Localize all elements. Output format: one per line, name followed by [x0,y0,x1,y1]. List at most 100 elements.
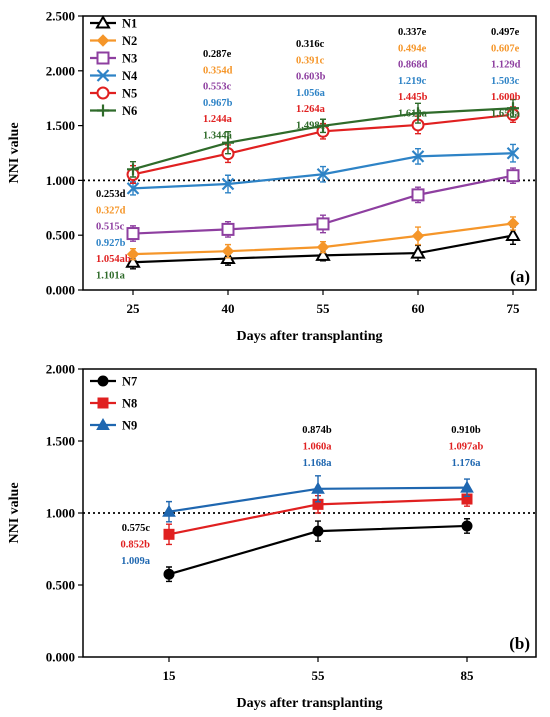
data-point [506,169,520,183]
y-tick-label: 0.500 [46,578,75,593]
series-n7 [163,518,473,583]
annotation-label: 1.129d [491,60,521,71]
data-point [316,217,330,231]
series-n5 [126,106,520,184]
annotation-label: 1.613a [398,109,428,120]
annotation-label: 1.056a [296,88,326,99]
x-tick-label: 85 [461,668,475,683]
data-point [222,136,234,149]
annotation-label: 0.253d [96,189,126,200]
annotation-label: 0.603b [296,72,326,83]
annotation-label: 0.337e [398,27,427,38]
data-point [221,244,235,258]
data-point [412,107,424,120]
annotation-label: 1.503c [491,76,520,87]
legend-marker [95,14,111,29]
y-tick-label: 1.000 [46,506,75,521]
data-point [316,167,330,181]
data-point [127,163,139,176]
legend-marker [97,104,109,117]
x-tick-label: 60 [412,301,425,316]
data-point [125,254,141,268]
data-point [312,525,324,537]
annotation-label: 0.391c [296,55,325,66]
annotation-label: 1.168a [303,458,333,469]
data-point [505,227,521,242]
annotation-label: 0.494e [398,43,427,54]
legend-marker [96,69,110,82]
panel-label: (b) [509,634,530,653]
annotation-label: 0.287e [203,49,232,60]
legend-marker [96,86,110,100]
plot-frame [82,15,537,291]
y-tick-label: 1.500 [46,434,75,449]
legend-label: N6 [122,104,137,118]
chart-panel-b: 0.000 0.500 1.000 1.500 2.000 15 55 85 Days afte… [7,362,537,711]
y-tick-label: 0.000 [46,283,75,298]
series-n1 [125,226,521,270]
annotation-label: 0.874b [302,425,332,436]
data-point [126,247,140,261]
data-point [315,247,331,261]
data-point [506,146,520,160]
legend-marker [96,417,110,430]
annotation-label: 0.327d [96,205,126,216]
annotation-label: 0.852b [121,540,151,551]
legend-label: N4 [122,69,138,83]
x-axis-label: Days after transplanting [237,696,383,711]
series-n4 [126,143,520,196]
x-tick-label: 15 [163,668,177,683]
annotation-label: 0.927b [96,238,126,249]
data-point [163,568,175,580]
data-point [506,217,520,230]
chart-panel-a: 0.000 0.500 1.000 1.500 2.000 2.500 25 40 55 60 75… [7,9,537,344]
annotation-label: 1.101a [96,271,126,282]
annotation-label: 1.176a [452,458,482,469]
annotation-label: 0.553c [203,82,232,93]
y-tick-label: 2.500 [46,9,75,24]
data-point [221,177,235,191]
data-point [311,481,325,494]
x-tick-label: 55 [312,668,326,683]
annotation-label: 0.354d [203,65,233,76]
x-axis-label: Days after transplanting [237,329,383,344]
annotation-label: 1.097ab [449,442,484,453]
series-n3 [126,167,520,242]
y-tick-label: 2.000 [46,362,75,377]
annotation-label: 1.498a [296,121,326,132]
legend-label: N9 [122,419,137,433]
annotation-label: 0.868d [398,60,428,71]
legend-label: N1 [122,17,137,31]
annotation-label: 1.344a [203,131,233,142]
legend-marker [96,34,110,47]
annotation-label: 0.967b [203,98,233,109]
series-n2 [126,216,520,261]
data-point [163,528,175,540]
data-point [162,504,176,517]
legend-marker [96,51,110,65]
y-axis-label: NNI value [7,482,22,543]
annotation-label: 0.497e [491,27,520,38]
data-point [411,229,425,243]
series-n6 [127,98,519,178]
data-point [316,240,330,254]
legend-label: N3 [122,52,137,66]
x-tick-label: 25 [127,301,141,316]
data-point [410,245,426,259]
y-tick-label: 0.000 [46,650,75,665]
annotation-label: 1.445b [398,92,428,103]
annotation-label: 0.316c [296,39,325,50]
annotation-label: 0.575c [122,523,151,534]
annotation-label: 0.515c [96,222,125,233]
x-tick-label: 55 [317,301,331,316]
y-tick-label: 1.500 [46,118,75,133]
annotation-label: 1.009a [121,556,151,567]
data-point [411,188,425,202]
data-point [461,520,473,532]
y-tick-label: 0.500 [46,228,75,243]
x-tick-label: 75 [507,301,521,316]
data-point [411,150,425,163]
data-point [507,102,519,115]
legend-label: N7 [122,375,137,389]
